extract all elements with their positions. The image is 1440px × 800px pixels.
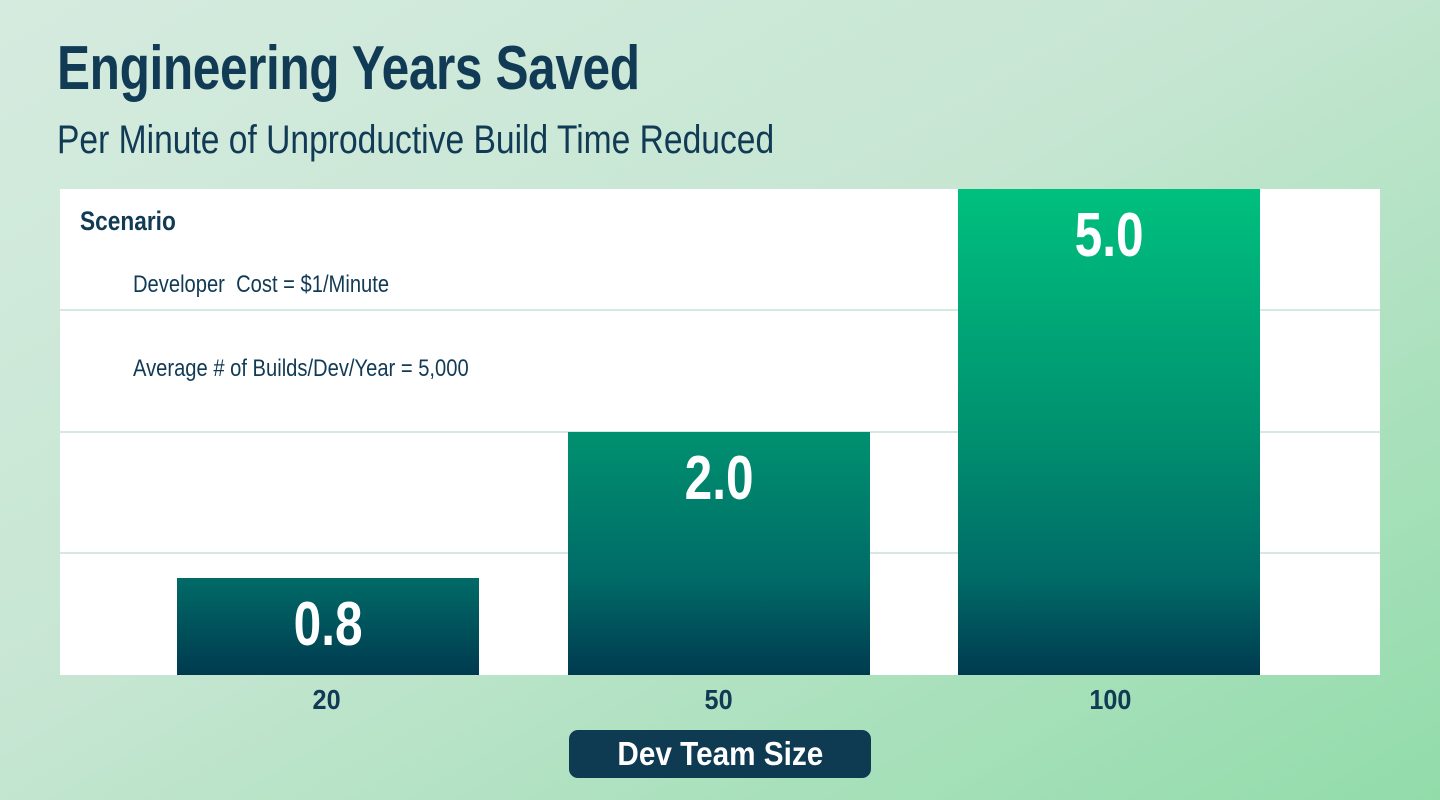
plot-area: Scenario Developer Cost = $1/Minute Aver…: [60, 189, 1380, 675]
x-tick-50: 50: [704, 684, 734, 715]
chart-subtitle-text: Per Minute of Unproductive Build Time Re…: [57, 118, 775, 162]
scenario-panel: Scenario Developer Cost = $1/Minute Aver…: [80, 205, 533, 411]
chart-title: Engineering Years Saved: [57, 38, 785, 100]
chart-title-text: Engineering Years Saved: [57, 34, 640, 103]
bar-value-label: 0.8: [293, 589, 363, 659]
scenario-heading: Scenario: [80, 206, 176, 236]
x-axis-label-badge: Dev Team Size: [569, 730, 871, 778]
scenario-line-developer-cost: Developer Cost = $1/Minute: [133, 271, 390, 298]
gridline: [60, 309, 1380, 311]
bar-value-label: 5.0: [1074, 201, 1144, 270]
bar-team-20: 0.8: [177, 577, 479, 675]
chart-subtitle: Per Minute of Unproductive Build Time Re…: [57, 120, 911, 160]
x-axis-label-text: Dev Team Size: [617, 735, 823, 772]
scenario-line-builds-per-year: Average # of Builds/Dev/Year = 5,000: [133, 355, 470, 382]
bar-team-50: 2.0: [568, 432, 870, 675]
bar-value-label: 2.0: [684, 444, 754, 513]
x-tick-20: 20: [312, 684, 342, 715]
x-tick-100: 100: [1088, 684, 1132, 715]
bar-team-100: 5.0: [958, 189, 1260, 675]
